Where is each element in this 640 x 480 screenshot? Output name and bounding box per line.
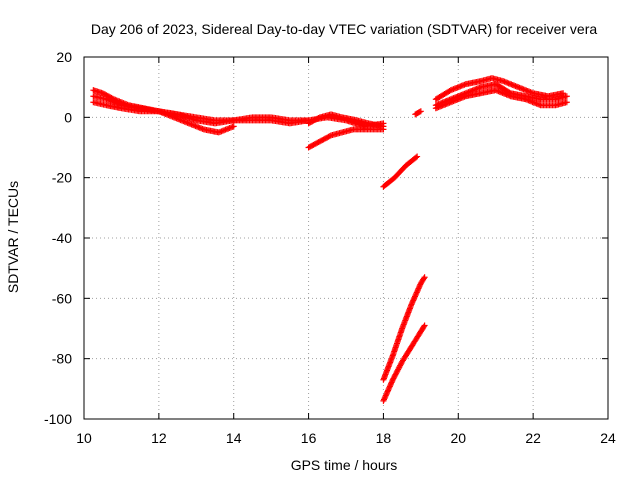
data-point	[421, 274, 428, 281]
series-track-g	[380, 274, 428, 383]
data-point	[315, 115, 322, 122]
y-tick-label: -60	[52, 290, 72, 306]
data-point	[326, 133, 333, 140]
series-track-k	[432, 81, 570, 109]
x-axis-label: GPS time / hours	[291, 457, 398, 473]
x-tick-label: 10	[76, 430, 92, 446]
x-tick-label: 24	[600, 430, 616, 446]
y-tick-label: 0	[64, 109, 72, 125]
series-track-i	[412, 108, 424, 118]
data-point	[416, 108, 423, 115]
x-tick-label: 20	[450, 430, 466, 446]
series-track-d	[305, 126, 387, 151]
data-point	[230, 123, 237, 130]
x-tick-label: 16	[301, 430, 317, 446]
data-points	[90, 75, 570, 404]
chart-title: Day 206 of 2023, Sidereal Day-to-day VTE…	[91, 21, 597, 37]
series-track-e	[305, 111, 387, 130]
data-point	[563, 99, 570, 106]
x-tick-label: 14	[226, 430, 242, 446]
grid-lines	[84, 57, 608, 419]
axis-ticks: 10 12 14 16 18 20 22 24 20 0 -20 -40 -60 -80 -100	[44, 49, 616, 446]
data-point	[414, 153, 421, 160]
data-point	[563, 93, 570, 100]
y-tick-label: -80	[52, 351, 72, 367]
data-point	[412, 154, 419, 161]
x-tick-label: 22	[525, 430, 541, 446]
plot-frame	[83, 56, 609, 420]
series-track-c	[90, 99, 312, 124]
x-tick-label: 18	[376, 430, 392, 446]
series-track-h	[380, 322, 428, 404]
y-tick-label: -40	[52, 230, 72, 246]
data-point	[420, 323, 427, 330]
data-point	[421, 322, 428, 329]
data-point	[380, 123, 387, 130]
y-tick-label: 20	[56, 49, 72, 65]
series-track-j	[432, 75, 567, 103]
y-tick-label: -20	[52, 170, 72, 186]
data-point	[417, 108, 424, 115]
data-point	[446, 87, 453, 94]
data-point	[420, 275, 427, 282]
series-track-l	[432, 87, 570, 112]
x-tick-label: 12	[151, 430, 167, 446]
y-tick-label: -100	[44, 411, 72, 427]
y-axis-label: SDTVAR / TECUs	[5, 181, 21, 293]
series-track-f	[380, 153, 421, 190]
